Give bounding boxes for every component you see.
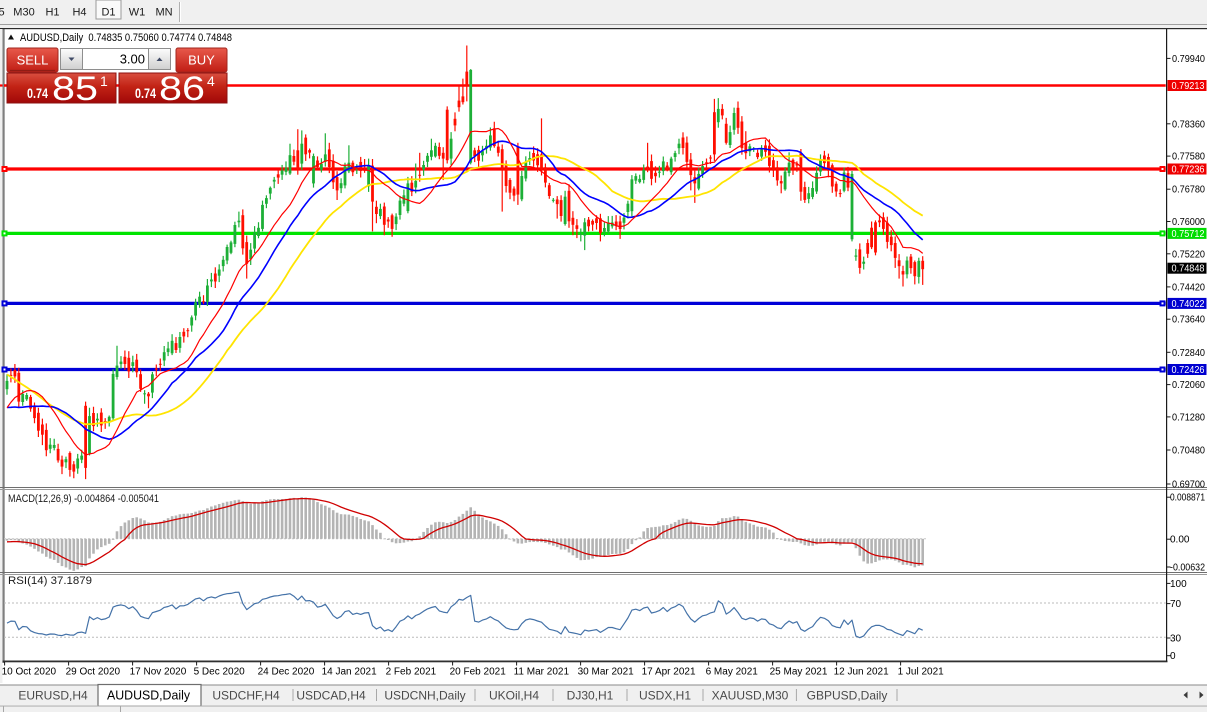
svg-text:0.69700: 0.69700 bbox=[1172, 480, 1205, 491]
svg-text:0.74022: 0.74022 bbox=[1172, 299, 1205, 310]
svg-text:2 Feb 2021: 2 Feb 2021 bbox=[386, 667, 437, 678]
svg-text:0.73640: 0.73640 bbox=[1172, 315, 1205, 326]
svg-text:USDX,H1: USDX,H1 bbox=[639, 689, 691, 703]
svg-text:30: 30 bbox=[1170, 634, 1182, 645]
svg-text:24 Dec 2020: 24 Dec 2020 bbox=[258, 667, 315, 678]
svg-text:1 Jul 2021: 1 Jul 2021 bbox=[898, 667, 945, 678]
svg-text:12 Jun 2021: 12 Jun 2021 bbox=[834, 667, 889, 678]
svg-text:0.77580: 0.77580 bbox=[1172, 152, 1205, 163]
svg-text:0.75220: 0.75220 bbox=[1172, 249, 1205, 260]
svg-text:10 Oct 2020: 10 Oct 2020 bbox=[2, 667, 57, 678]
svg-text:0.72426: 0.72426 bbox=[1172, 365, 1205, 376]
svg-text:0.72060: 0.72060 bbox=[1172, 380, 1205, 391]
svg-text:BUY: BUY bbox=[188, 53, 215, 68]
svg-text:0.77236: 0.77236 bbox=[1172, 165, 1205, 176]
svg-text:USDCNH,Daily: USDCNH,Daily bbox=[384, 689, 465, 703]
svg-text:0.76000: 0.76000 bbox=[1172, 217, 1205, 228]
svg-text:H1: H1 bbox=[45, 7, 59, 19]
svg-text:5 Dec 2020: 5 Dec 2020 bbox=[194, 667, 246, 678]
svg-text:GBPUSD,Daily: GBPUSD,Daily bbox=[807, 689, 888, 703]
svg-text:6 May 2021: 6 May 2021 bbox=[706, 667, 759, 678]
svg-text:RSI(14) 37.1879: RSI(14) 37.1879 bbox=[8, 575, 92, 587]
svg-text:EURUSD,H4: EURUSD,H4 bbox=[18, 689, 88, 703]
svg-text:4: 4 bbox=[207, 73, 215, 89]
svg-text:100: 100 bbox=[1170, 579, 1187, 590]
svg-text:USDCAD,H4: USDCAD,H4 bbox=[296, 689, 366, 703]
svg-text:-0.00632: -0.00632 bbox=[1170, 563, 1205, 574]
svg-text:85: 85 bbox=[52, 70, 98, 108]
svg-text:AUDUSD,Daily 0.74835 0.75060: AUDUSD,Daily 0.74835 0.75060 0.74774 0.7… bbox=[20, 32, 232, 44]
svg-text:14 Jan 2021: 14 Jan 2021 bbox=[322, 667, 377, 678]
svg-text:D1: D1 bbox=[101, 7, 115, 19]
svg-text:USDCHF,H4: USDCHF,H4 bbox=[212, 689, 280, 703]
svg-text:XAUUSD,M30: XAUUSD,M30 bbox=[712, 689, 789, 703]
svg-text:MACD(12,26,9) -0.004864 -0.005: MACD(12,26,9) -0.004864 -0.005041 bbox=[8, 493, 159, 505]
svg-text:0.79213: 0.79213 bbox=[1172, 81, 1205, 92]
svg-text:MN: MN bbox=[155, 7, 172, 19]
svg-text:UKOil,H4: UKOil,H4 bbox=[489, 689, 539, 703]
svg-text:25 May 2021: 25 May 2021 bbox=[770, 667, 828, 678]
svg-text:3.00: 3.00 bbox=[120, 52, 145, 67]
svg-text:W1: W1 bbox=[129, 7, 146, 19]
svg-text:0.74: 0.74 bbox=[135, 85, 156, 101]
svg-text:0.74: 0.74 bbox=[27, 85, 48, 101]
svg-text:0.008871: 0.008871 bbox=[1170, 493, 1205, 504]
svg-text:0.78360: 0.78360 bbox=[1172, 119, 1205, 130]
svg-text:0.71280: 0.71280 bbox=[1172, 412, 1205, 423]
svg-text:0.74848: 0.74848 bbox=[1172, 264, 1205, 275]
svg-text:H4: H4 bbox=[72, 7, 86, 19]
svg-text:0.79940: 0.79940 bbox=[1172, 54, 1205, 65]
svg-text:0: 0 bbox=[1170, 651, 1176, 662]
svg-text:0.70480: 0.70480 bbox=[1172, 446, 1205, 457]
svg-text:0.74420: 0.74420 bbox=[1172, 282, 1205, 293]
svg-text:17 Nov 2020: 17 Nov 2020 bbox=[130, 667, 187, 678]
svg-text:0.76780: 0.76780 bbox=[1172, 185, 1205, 196]
svg-text:5: 5 bbox=[0, 7, 5, 19]
svg-text:11 Mar 2021: 11 Mar 2021 bbox=[514, 667, 570, 678]
svg-text:0.75712: 0.75712 bbox=[1172, 229, 1205, 240]
svg-text:0.72840: 0.72840 bbox=[1172, 348, 1205, 359]
svg-text:29 Oct 2020: 29 Oct 2020 bbox=[66, 667, 121, 678]
svg-text:0.00: 0.00 bbox=[1170, 535, 1190, 546]
svg-text:30 Mar 2021: 30 Mar 2021 bbox=[578, 667, 635, 678]
svg-text:DJ30,H1: DJ30,H1 bbox=[567, 689, 614, 703]
svg-text:70: 70 bbox=[1170, 599, 1182, 610]
svg-text:M30: M30 bbox=[13, 7, 34, 19]
svg-text:17 Apr 2021: 17 Apr 2021 bbox=[642, 667, 696, 678]
svg-text:AUDUSD,Daily: AUDUSD,Daily bbox=[107, 689, 191, 703]
svg-text:SELL: SELL bbox=[17, 53, 49, 68]
svg-text:86: 86 bbox=[159, 70, 205, 108]
svg-text:20 Feb 2021: 20 Feb 2021 bbox=[450, 667, 507, 678]
svg-text:1: 1 bbox=[100, 73, 108, 89]
